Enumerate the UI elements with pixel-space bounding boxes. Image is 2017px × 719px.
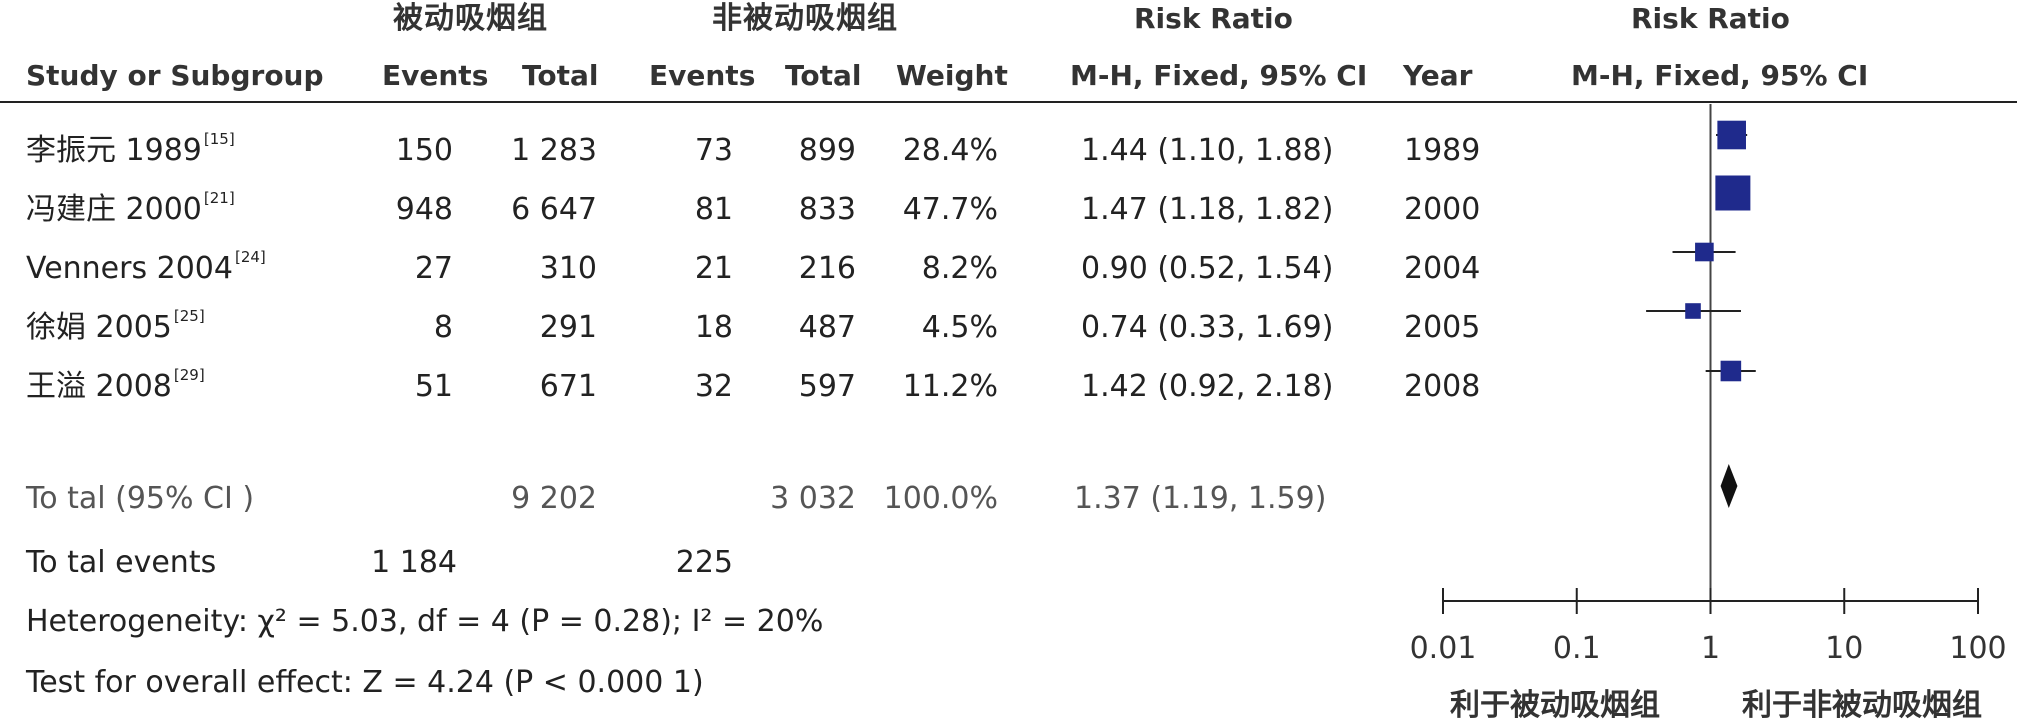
col-total-control: Total <box>785 59 862 92</box>
study-year: 2008 <box>1404 369 1481 404</box>
study-events-exposed: 27 <box>414 251 453 286</box>
study-total-control: 487 <box>798 310 856 345</box>
study-events-exposed: 51 <box>414 369 453 404</box>
study-total-control: 216 <box>798 251 856 286</box>
study-total-exposed: 6 647 <box>511 192 597 227</box>
col-method-left: M-H, Fixed, 95% CI <box>1070 59 1368 92</box>
overall-effect-text: Test for overall effect: Z = 4.24 (P < 0… <box>26 665 704 700</box>
col-events-control: Events <box>649 59 756 92</box>
study-total-exposed: 291 <box>539 310 597 345</box>
study-reference: [15] <box>203 130 235 148</box>
study-total-exposed: 1 283 <box>511 133 597 168</box>
study-ci: 1.42 (0.92, 2.18) <box>1081 369 1334 404</box>
total-weight: 100.0% <box>883 481 998 516</box>
study-square <box>1685 303 1701 319</box>
study-weight: 8.2% <box>921 251 998 286</box>
study-total-exposed: 671 <box>539 369 597 404</box>
heterogeneity-text: Heterogeneity: χ² = 5.03, df = 4 (P = 0.… <box>26 604 824 639</box>
study-name-text: 王溢 2008 <box>26 369 172 404</box>
favours-right-label: 利于非被动吸烟组 <box>1742 688 1982 719</box>
study-ci: 0.90 (0.52, 1.54) <box>1081 251 1334 286</box>
study-events-control: 73 <box>694 133 733 168</box>
study-square <box>1715 175 1751 211</box>
study-name-text: 李振元 1989 <box>26 133 202 168</box>
study-reference: [21] <box>203 189 235 207</box>
group-control-label: 非被动吸烟组 <box>712 1 898 36</box>
total-events-exposed: 1 184 <box>371 545 457 580</box>
col-total-exposed: Total <box>522 59 599 92</box>
total-events-label: To tal events <box>26 545 217 580</box>
col-weight: Weight <box>896 59 1008 92</box>
study-ci: 1.44 (1.10, 1.88) <box>1081 133 1334 168</box>
study-reference: [29] <box>173 366 205 384</box>
study-name-text: 冯建庄 2000 <box>26 192 202 227</box>
study-name: 徐娟 2005 [25] <box>26 309 205 345</box>
study-events-exposed: 150 <box>395 133 453 168</box>
study-weight: 11.2% <box>902 369 998 404</box>
study-year: 1989 <box>1404 133 1481 168</box>
group-exposed-label: 被动吸烟组 <box>393 1 548 36</box>
study-total-control: 597 <box>798 369 856 404</box>
study-events-exposed: 948 <box>395 192 453 227</box>
study-ci: 1.47 (1.18, 1.82) <box>1081 192 1334 227</box>
x-tick-label: 10 <box>1825 631 1863 666</box>
rr-title-right: Risk Ratio <box>1631 2 1790 35</box>
study-year: 2004 <box>1404 251 1481 286</box>
study-weight: 4.5% <box>921 310 998 345</box>
col-year: Year <box>1403 59 1473 92</box>
total-exposed: 9 202 <box>511 481 597 516</box>
total-control: 3 032 <box>770 481 856 516</box>
study-name: 李振元 1989 [15] <box>26 132 235 168</box>
study-ci: 0.74 (0.33, 1.69) <box>1081 310 1334 345</box>
study-name: 冯建庄 2000 [21] <box>26 191 235 227</box>
study-events-control: 21 <box>694 251 733 286</box>
x-tick-label: 100 <box>1949 631 2006 666</box>
total-label: To tal (95% CI ) <box>26 481 255 516</box>
study-total-control: 899 <box>798 133 856 168</box>
header-rule <box>0 101 2017 103</box>
study-reference: [25] <box>173 307 205 325</box>
col-study: Study or Subgroup <box>26 59 324 92</box>
total-ci: 1.37 (1.19, 1.59) <box>1074 481 1327 516</box>
study-year: 2000 <box>1404 192 1481 227</box>
study-events-control: 32 <box>694 369 733 404</box>
study-events-control: 18 <box>694 310 733 345</box>
study-square <box>1720 360 1742 382</box>
study-total-control: 833 <box>798 192 856 227</box>
study-events-control: 81 <box>694 192 733 227</box>
study-name-text: 徐娟 2005 <box>26 310 172 345</box>
total-events-control: 225 <box>675 545 733 580</box>
study-square <box>1695 242 1714 262</box>
x-tick-label: 1 <box>1701 631 1720 666</box>
rr-title-left: Risk Ratio <box>1134 2 1293 35</box>
x-tick-label: 0.01 <box>1410 631 1477 666</box>
study-reference: [24] <box>234 248 266 266</box>
x-tick-label: 0.1 <box>1553 631 1601 666</box>
col-method-right: M-H, Fixed, 95% CI <box>1571 59 1869 92</box>
favours-left-label: 利于被动吸烟组 <box>1450 688 1660 719</box>
col-events-exposed: Events <box>382 59 489 92</box>
study-name: 王溢 2008 [29] <box>26 368 205 404</box>
study-square <box>1717 120 1746 150</box>
study-total-exposed: 310 <box>539 251 597 286</box>
study-events-exposed: 8 <box>433 310 453 345</box>
study-name: Venners 2004 [24] <box>26 250 266 286</box>
study-weight: 47.7% <box>902 192 998 227</box>
pooled-diamond <box>1720 464 1738 508</box>
study-year: 2005 <box>1404 310 1481 345</box>
study-weight: 28.4% <box>902 133 998 168</box>
study-name-text: Venners 2004 <box>26 251 233 286</box>
